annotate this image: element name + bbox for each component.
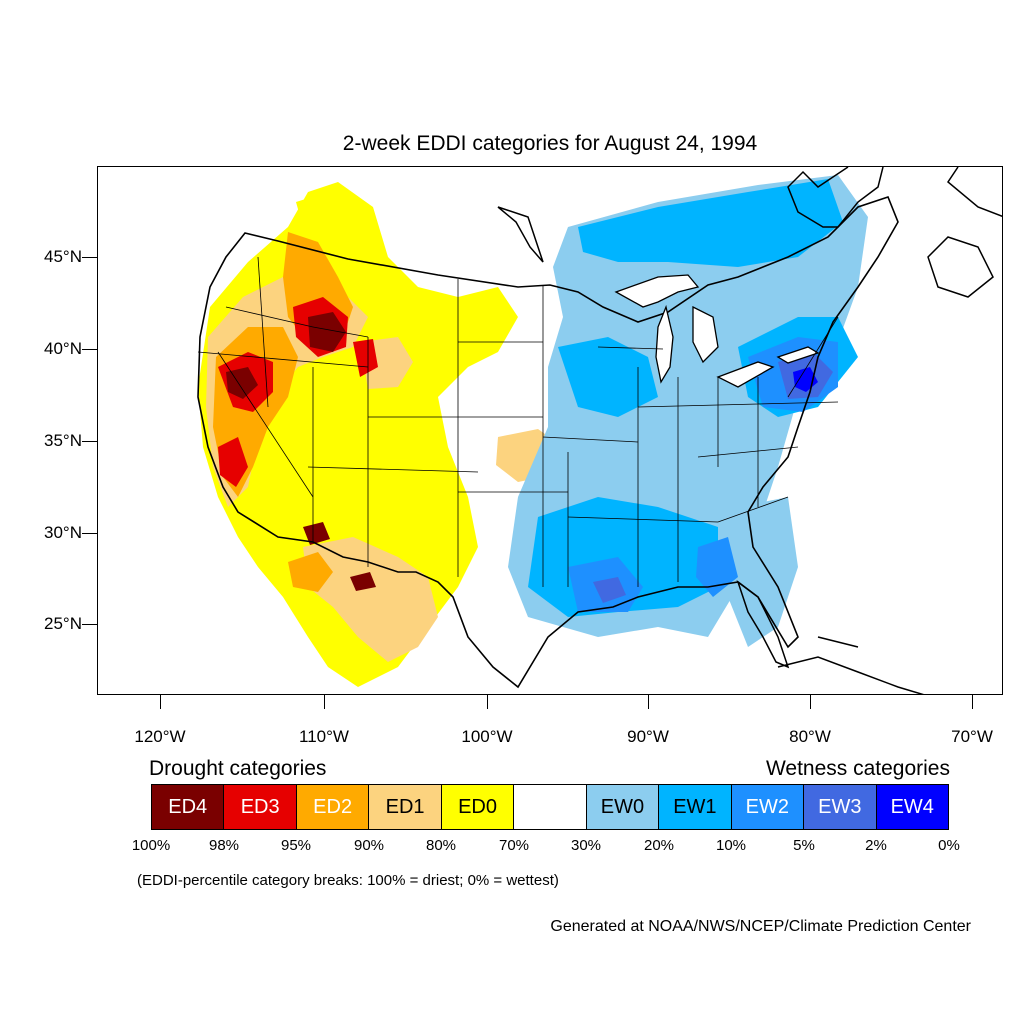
break-label: 90%	[353, 837, 385, 854]
eddi-fill-layer	[198, 175, 868, 687]
canada-coastline	[497, 167, 1002, 298]
lon-tick	[972, 695, 973, 709]
lon-label: 90°W	[627, 727, 669, 746]
legend-box-ed2: ED2	[296, 785, 370, 829]
ew1-region	[558, 337, 658, 417]
legend-box-ew1: EW1	[659, 785, 732, 829]
legend-box-ew3: EW3	[804, 785, 877, 829]
break-label: 0%	[938, 837, 960, 854]
ew0-region	[728, 497, 798, 647]
break-label: 30%	[570, 837, 602, 854]
ed4-region	[308, 312, 346, 352]
break-label: 80%	[425, 837, 457, 854]
ed4-region	[226, 367, 258, 399]
lat-tick	[82, 533, 97, 534]
ed3-region	[218, 437, 248, 487]
lon-label: 120°W	[134, 727, 186, 746]
legend-box-ed0: ED0	[441, 785, 515, 829]
lat-label: 35°N	[44, 431, 82, 450]
lat-tick	[82, 257, 97, 258]
map-canvas	[197, 167, 1002, 694]
florida-outline	[736, 579, 790, 669]
ew1-region	[578, 179, 843, 267]
credit-line: Generated at NOAA/NWS/NCEP/Climate Predi…	[550, 918, 971, 935]
legend-box-ed1: ED1	[369, 785, 442, 829]
lon-tick	[160, 695, 161, 709]
ed4-region	[303, 522, 330, 545]
ed2-region	[288, 552, 333, 592]
lat-tick	[82, 624, 97, 625]
lat-label: 30°N	[44, 523, 82, 542]
lon-label: 70°W	[951, 727, 993, 746]
ew3-region	[593, 577, 626, 603]
ed4-region	[350, 572, 376, 591]
legend-box-ed3: ED3	[224, 785, 297, 829]
lon-label: 110°W	[299, 727, 349, 746]
great-lakes-outline	[692, 305, 719, 364]
wetness-categories-heading: Wetness categories	[765, 757, 950, 780]
drought-categories-heading: Drought categories	[149, 757, 327, 780]
map-title: 2-week EDDI categories for August 24, 19…	[342, 132, 758, 155]
break-label: 100%	[131, 837, 171, 854]
ed0-region	[296, 192, 360, 242]
break-label: 5%	[793, 837, 815, 854]
break-label: 10%	[715, 837, 747, 854]
ed1-region	[303, 537, 438, 662]
legend-box-ed4: ED4	[152, 785, 225, 829]
lat-tick	[82, 441, 97, 442]
great-lakes-outline	[776, 346, 820, 364]
break-label: 2%	[865, 837, 887, 854]
great-lakes-outline	[614, 274, 700, 308]
legend-box-ew4: EW4	[876, 785, 948, 829]
legend-color-bar: ED4 ED3 ED2 ED1 ED0 EW0 EW1 EW2 EW3 EW4	[151, 784, 949, 830]
lat-label: 45°N	[44, 247, 82, 266]
legend-box-ew2: EW2	[731, 785, 805, 829]
legend-box-ew0: EW0	[586, 785, 660, 829]
category-breaks-note: (EDDI-percentile category breaks: 100% =…	[137, 872, 559, 889]
break-label: 20%	[643, 837, 675, 854]
great-lakes-outline	[716, 361, 775, 388]
state-boundaries	[197, 256, 839, 587]
legend-box-neutral	[514, 785, 587, 829]
lat-tick	[82, 349, 97, 350]
lon-tick	[324, 695, 325, 709]
lat-label: 25°N	[44, 614, 82, 633]
lon-tick	[648, 695, 649, 709]
ew2-region	[696, 537, 738, 597]
great-lakes-outline	[655, 304, 674, 384]
lon-tick	[487, 695, 488, 709]
lon-label: 100°W	[461, 727, 513, 746]
lon-label: 80°W	[789, 727, 831, 746]
lon-tick	[810, 695, 811, 709]
break-label: 95%	[280, 837, 312, 854]
lat-label: 40°N	[44, 339, 82, 358]
break-label: 70%	[498, 837, 530, 854]
eddi-map	[97, 166, 1003, 695]
ed3-region	[353, 339, 378, 377]
conus-outline	[197, 196, 899, 689]
break-label: 98%	[208, 837, 240, 854]
cuba-outline	[777, 636, 924, 694]
